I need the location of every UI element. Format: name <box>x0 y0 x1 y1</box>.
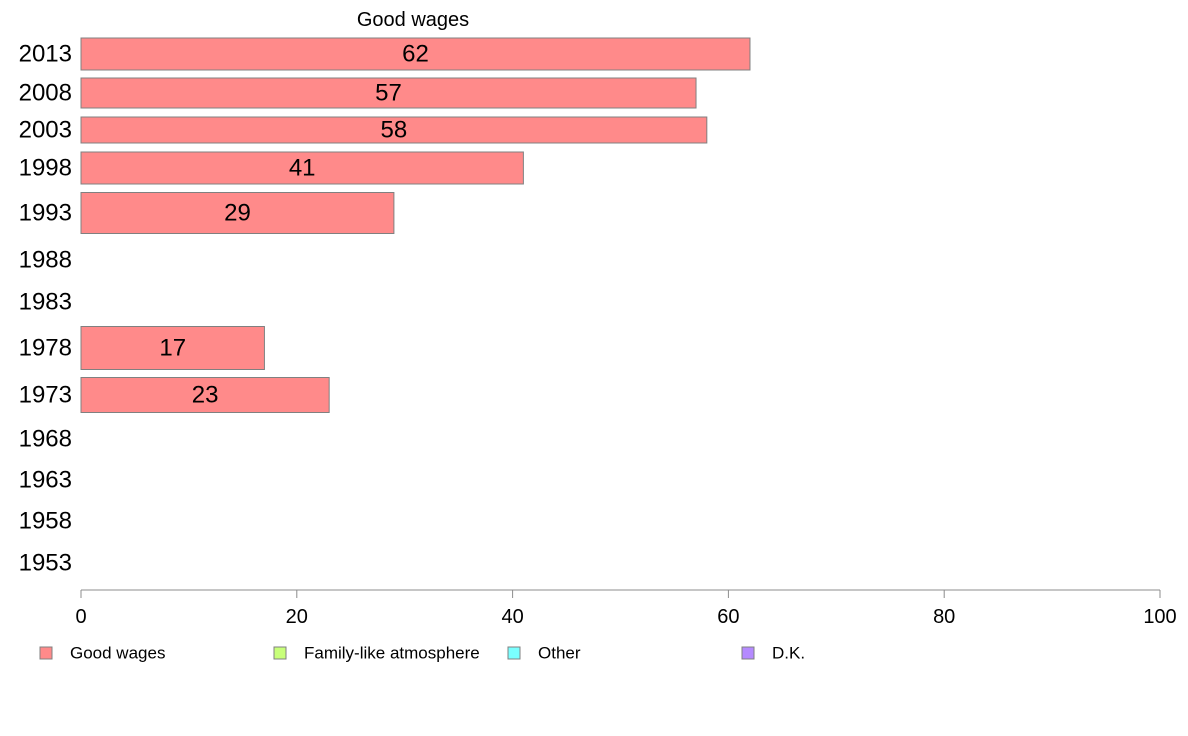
legend-swatch <box>741 646 755 660</box>
bar <box>80 77 697 109</box>
chart-title: Good wages <box>357 9 469 31</box>
bar <box>80 377 330 413</box>
category-label: 1973 <box>19 382 72 409</box>
legend-swatch <box>39 646 53 660</box>
category-label: 1958 <box>19 508 72 535</box>
x-tick-label: 80 <box>933 606 955 628</box>
legend-label: Family-like atmosphere <box>304 644 480 663</box>
x-axis: 0 20 40 60 80 100 <box>75 589 1177 628</box>
legend-label: D.K. <box>772 644 805 663</box>
x-tick-label: 100 <box>1143 606 1176 628</box>
bar-value-label: 41 <box>289 155 316 182</box>
category-label: 1988 <box>19 247 72 274</box>
bar <box>80 192 395 234</box>
category-label: 1998 <box>19 155 72 182</box>
category-label: 2008 <box>19 80 72 107</box>
category-label: 1968 <box>19 426 72 453</box>
bar-value-label: 17 <box>159 335 186 362</box>
legend-label: Other <box>538 644 581 663</box>
x-tick-label: 60 <box>717 606 739 628</box>
category-label: 2013 <box>19 41 72 68</box>
legend-swatch <box>507 646 521 660</box>
bar-value-label: 62 <box>402 41 429 68</box>
category-label: 1983 <box>19 289 72 316</box>
category-label: 1993 <box>19 200 72 227</box>
legend-swatch <box>273 646 287 660</box>
category-label: 1963 <box>19 467 72 494</box>
category-label: 1978 <box>19 335 72 362</box>
bar <box>80 37 751 71</box>
bar-value-label: 29 <box>224 200 251 227</box>
bar-value-label: 58 <box>381 117 408 144</box>
category-label: 2003 <box>19 117 72 144</box>
legend: Good wages Family-like atmosphere Other D.K… <box>39 644 805 663</box>
bar-value-label: 57 <box>375 80 402 107</box>
bar <box>80 151 524 185</box>
legend-label: Good wages <box>70 644 165 663</box>
bar <box>80 116 708 144</box>
bar <box>80 326 265 370</box>
x-tick-label: 40 <box>501 606 523 628</box>
category-labels: 2013 2008 2003 1998 1993 1988 1983 1978 1973 1968… <box>19 41 72 577</box>
x-tick-label: 20 <box>286 606 308 628</box>
bar-value-label: 23 <box>192 382 219 409</box>
category-label: 1953 <box>19 550 72 577</box>
x-tick-label: 0 <box>75 606 86 628</box>
